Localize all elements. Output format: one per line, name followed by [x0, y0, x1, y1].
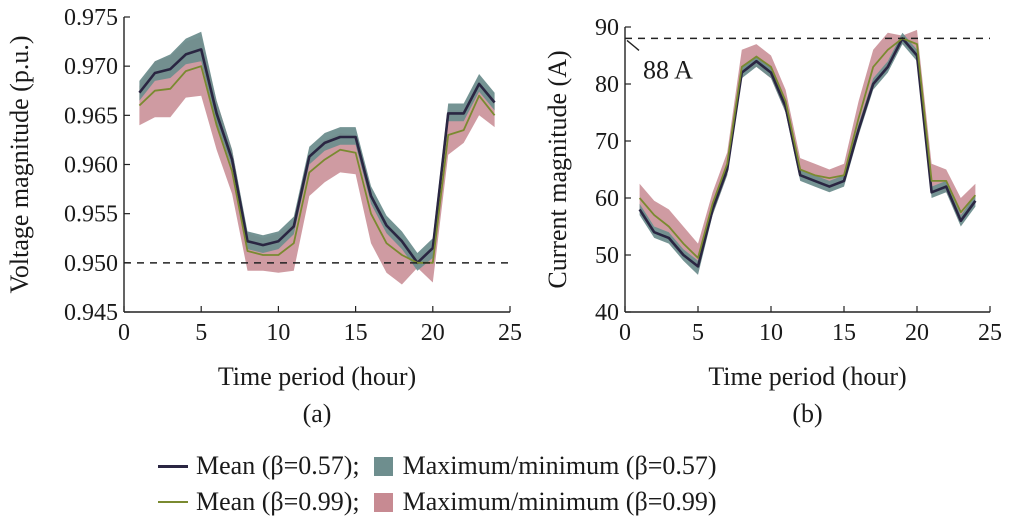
y-tick-label: 0.965	[64, 103, 118, 129]
legend-swatch-range-057	[373, 456, 393, 476]
panel-label: (b)	[792, 399, 822, 428]
legend-label-range-057: Maximum/minimum (β=0.57)	[402, 451, 717, 480]
figure-canvas: 0 5 10 15 20 25 0.945 0.950 0.955 0.960 0.965 0.970…	[5, 5, 1002, 428]
y-tick-label: 0.970	[64, 54, 118, 80]
x-tick-label: 15	[832, 320, 856, 346]
y-tick-label: 70	[595, 129, 619, 155]
y-tick-label: 80	[595, 72, 619, 98]
y-tick-label: 0.950	[64, 251, 118, 277]
chart-panel-b: 88 A 0 5 10 15 20 25 40 50 60 70 80 90 Time period (h…	[543, 15, 1002, 428]
x-tick-label: 10	[266, 320, 290, 346]
x-axis-label: Time period (hour)	[218, 362, 416, 391]
x-tick-label: 25	[498, 320, 522, 346]
legend: Mean (β=0.57); Maximum/minimum (β=0.57) …	[158, 448, 898, 520]
x-tick-label: 5	[195, 320, 207, 346]
legend-swatch-mean-099	[158, 501, 188, 503]
y-tick-label: 90	[595, 15, 619, 41]
y-tick-label: 50	[595, 243, 619, 269]
annotation-88a: 88 A	[643, 55, 693, 84]
legend-label-mean-099: Mean (β=0.99);	[196, 487, 360, 516]
chart-panel-a: 0 5 10 15 20 25 0.945 0.950 0.955 0.960 0.965 0.970…	[5, 5, 522, 428]
y-axis-label: Current magnitude (A)	[543, 50, 572, 288]
legend-swatch-mean-057	[158, 464, 188, 468]
y-tick-label: 60	[595, 186, 619, 212]
x-tick-label: 5	[692, 320, 704, 346]
legend-swatch-range-099	[373, 492, 393, 512]
y-axis-label: Voltage magnitude (p.u.)	[5, 35, 34, 293]
line-mean-057	[138, 48, 496, 265]
legend-row-1: Mean (β=0.57); Maximum/minimum (β=0.57)	[158, 448, 898, 484]
legend-row-2: Mean (β=0.99); Maximum/minimum (β=0.99)	[158, 484, 898, 520]
annotation-pointer	[626, 39, 640, 51]
x-tick-label: 20	[905, 320, 929, 346]
x-tick-label: 25	[978, 320, 1002, 346]
line-mean-099	[138, 65, 496, 264]
y-tick-label: 0.975	[64, 5, 118, 31]
y-tick-label: 0.955	[64, 202, 118, 228]
x-tick-label: 0	[619, 320, 631, 346]
line-mean-057	[638, 37, 977, 268]
y-tick-label: 0.945	[64, 300, 118, 326]
x-tick-label: 20	[421, 320, 445, 346]
band-range-099	[139, 36, 495, 285]
legend-label-range-099: Maximum/minimum (β=0.99)	[402, 487, 717, 516]
line-mean-099	[638, 37, 977, 259]
x-tick-label: 0	[118, 320, 130, 346]
legend-label-mean-057: Mean (β=0.57);	[196, 451, 360, 480]
y-tick-label: 0.960	[64, 153, 118, 179]
panel-label: (a)	[303, 399, 332, 428]
x-tick-label: 10	[759, 320, 783, 346]
x-axis-label: Time period (hour)	[708, 362, 906, 391]
y-tick-label: 40	[595, 300, 619, 326]
x-tick-label: 15	[344, 320, 368, 346]
